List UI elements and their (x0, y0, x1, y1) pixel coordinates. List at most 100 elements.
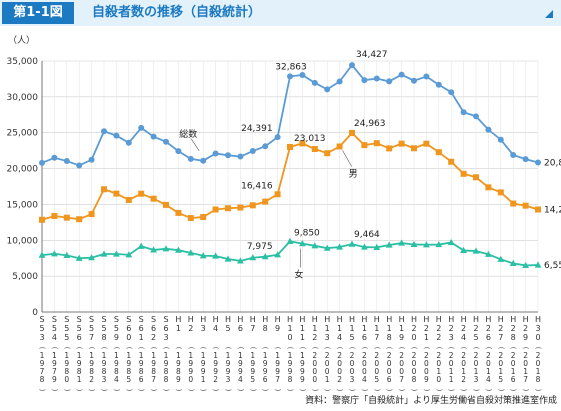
x-tick-year-char: 0 (387, 367, 392, 376)
x-tick-year-char: 1 (275, 351, 280, 360)
data-point (398, 140, 405, 147)
data-point (51, 250, 58, 257)
data-point (225, 205, 231, 212)
x-tick-era-char: 1 (176, 324, 181, 333)
x-tick-year-char: 2 (511, 351, 516, 360)
data-point (410, 240, 418, 248)
data-point (485, 126, 492, 133)
figure-title: 自殺者数の推移（自殺統計） (92, 5, 262, 20)
x-tick-year-char: 9 (114, 359, 119, 368)
x-tick-era-char: S (114, 315, 119, 324)
x-tick-year-char: 9 (213, 359, 218, 368)
x-tick-era-char: S (89, 315, 94, 324)
x-tick-year-char: 1 (449, 367, 454, 376)
x-tick-bracket-close: ) (162, 389, 170, 392)
x-tick-era-char: 5 (114, 324, 119, 333)
data-point (150, 195, 157, 202)
data-point (249, 254, 257, 261)
x-tick-era-char: 5 (89, 324, 94, 333)
x-tick-year-char: 2 (325, 351, 330, 360)
data-point (76, 216, 83, 223)
x-tick-year-char: 8 (77, 367, 82, 376)
series-1 (39, 129, 541, 223)
x-tick-year-char: 6 (387, 375, 392, 384)
x-tick-year-char: 8 (176, 367, 181, 376)
x-tick-year-char: 2 (337, 351, 342, 360)
x-tick-year-char: 0 (362, 367, 367, 376)
y-tick-label: 30,000 (7, 93, 39, 103)
x-tick-era-char: 3 (449, 333, 454, 342)
data-point (311, 146, 318, 153)
x-tick-bracket-close: ) (63, 389, 71, 392)
x-tick-year-char: 9 (226, 367, 231, 376)
x-tick-year-char: 2 (312, 351, 317, 360)
data-point (274, 191, 281, 198)
x-tick-year-char: 0 (312, 375, 317, 384)
x-tick-year-char: 9 (176, 359, 181, 368)
data-point (175, 209, 182, 216)
x-tick-bracket-open: ( (88, 347, 96, 350)
data-label: 9,850 (294, 228, 320, 238)
x-tick-bracket-close: ) (534, 389, 542, 392)
x-tick-year-char: 9 (40, 359, 45, 368)
x-tick-year-char: 8 (64, 367, 69, 376)
data-point (137, 242, 145, 249)
x-tick-year-char: 0 (436, 375, 441, 384)
x-tick-bracket-close: ) (199, 389, 207, 392)
data-point (473, 113, 479, 120)
x-tick-year-char: 1 (498, 367, 503, 376)
x-tick-bracket-close: ) (100, 389, 108, 392)
x-tick-year-char: 4 (238, 375, 243, 384)
x-tick-era-char: 7 (250, 324, 255, 333)
data-point (138, 124, 145, 131)
x-tick-era-char: 8 (387, 333, 392, 342)
x-tick-year-char: 2 (350, 351, 355, 360)
x-tick-year-char: 1 (523, 367, 528, 376)
x-tick-bracket-open: ( (212, 347, 220, 350)
data-point (187, 215, 194, 222)
x-tick-era-char: H (374, 315, 380, 324)
x-tick-bracket-close: ) (112, 389, 120, 392)
data-point (535, 206, 541, 213)
data-point (435, 81, 442, 88)
x-tick-era-char: 1 (325, 324, 330, 333)
x-tick-era-char: 1 (300, 333, 305, 342)
data-point (323, 244, 331, 251)
data-point (274, 134, 281, 141)
x-tick-era-char: 2 (436, 324, 441, 333)
data-point (287, 73, 293, 80)
series-label: 男 (349, 168, 358, 179)
x-tick-era-char: H (188, 315, 194, 324)
x-tick-year-char: 0 (362, 359, 367, 368)
x-tick-year-char: 1 (77, 351, 82, 360)
x-tick-era-char: 2 (473, 324, 478, 333)
x-tick-era-char: S (163, 315, 168, 324)
y-tick-label: 35,000 (7, 57, 39, 67)
series-label: 女 (294, 269, 303, 281)
x-tick-year-char: 0 (374, 359, 379, 368)
x-tick-era-char: 6 (126, 324, 131, 333)
x-tick-era-char: 0 (411, 333, 416, 342)
data-point (262, 198, 269, 205)
data-point (100, 250, 108, 257)
y-tick-label: 25,000 (7, 129, 39, 139)
x-tick-year-char: 2 (387, 351, 392, 360)
suicide-trend-line-chart: （人） 0 5,000 10,000 15,000 20,000 25,000 30,000 3… (7, 35, 561, 392)
x-tick-bracket-open: ( (187, 347, 195, 350)
x-tick-era-char: 3 (535, 324, 540, 333)
x-tick-bracket-open: ( (236, 347, 244, 350)
data-label: 9,464 (354, 230, 380, 240)
x-tick-year-char: 2 (498, 351, 503, 360)
x-tick-year-char: 0 (474, 359, 479, 368)
x-tick-year-char: 1 (486, 367, 491, 376)
data-point (510, 151, 517, 158)
x-tick-era-char: 6 (139, 324, 144, 333)
x-tick-bracket-open: ( (125, 347, 133, 350)
data-point (336, 78, 343, 85)
